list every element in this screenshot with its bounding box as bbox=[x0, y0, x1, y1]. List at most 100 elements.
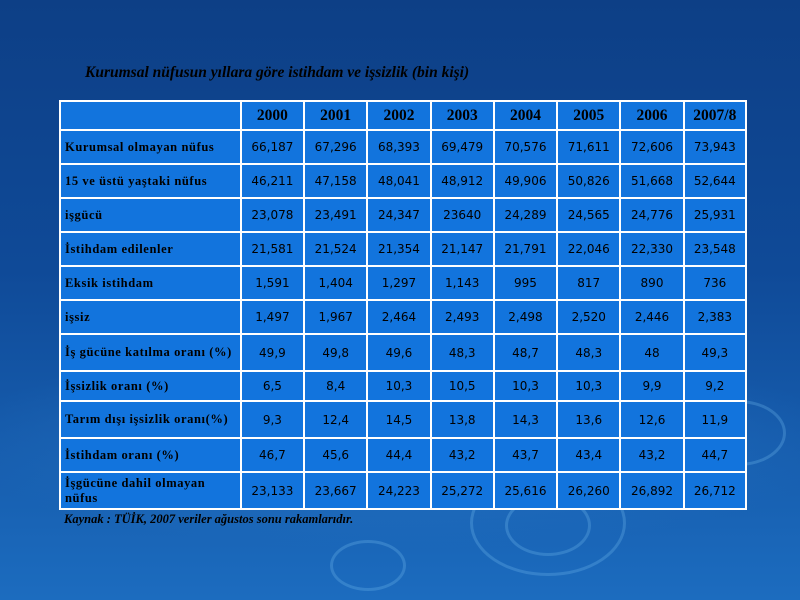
value-cell: 22,046 bbox=[556, 231, 622, 267]
slide-title: Kurumsal nüfusun yıllara göre istihdam v… bbox=[85, 64, 470, 81]
background-ring bbox=[330, 540, 406, 591]
row-label: İşgücüne dahil olmayan nüfus bbox=[59, 471, 242, 510]
value-cell: 1,967 bbox=[303, 299, 369, 335]
value-cell: 43,2 bbox=[619, 437, 685, 473]
row-label: Eksik istihdam bbox=[59, 265, 242, 301]
row-label: işsiz bbox=[59, 299, 242, 335]
value-cell: 10,3 bbox=[366, 370, 432, 402]
value-cell: 21,581 bbox=[239, 231, 306, 267]
value-cell: 2,493 bbox=[429, 299, 495, 335]
value-cell: 49,8 bbox=[303, 333, 369, 372]
table-row: İşgücüne dahil olmayan nüfus 23,133 23,667… bbox=[59, 471, 748, 510]
value-cell: 26,260 bbox=[556, 471, 622, 510]
value-cell: 9,3 bbox=[239, 400, 306, 439]
value-cell: 9,2 bbox=[682, 370, 748, 402]
value-cell: 23,078 bbox=[239, 197, 306, 233]
value-cell: 49,906 bbox=[492, 163, 559, 199]
value-cell: 24,289 bbox=[492, 197, 559, 233]
value-cell: 52,644 bbox=[682, 163, 748, 199]
value-cell: 995 bbox=[492, 265, 559, 301]
value-cell: 21,354 bbox=[366, 231, 432, 267]
value-cell: 1,591 bbox=[239, 265, 306, 301]
value-cell: 24,347 bbox=[366, 197, 432, 233]
value-cell: 48,3 bbox=[556, 333, 622, 372]
value-cell: 48,912 bbox=[429, 163, 495, 199]
source-note: Kaynak : TÜİK, 2007 veriler ağustos sonu… bbox=[64, 512, 354, 526]
header-year-cell: 2000 bbox=[239, 100, 306, 131]
value-cell: 45,6 bbox=[303, 437, 369, 473]
value-cell: 48,3 bbox=[429, 333, 495, 372]
value-cell: 71,611 bbox=[556, 129, 622, 165]
value-cell: 12,4 bbox=[303, 400, 369, 439]
value-cell: 23640 bbox=[429, 197, 495, 233]
value-cell: 10,5 bbox=[429, 370, 495, 402]
header-year-cell: 2007/8 bbox=[682, 100, 748, 131]
value-cell: 70,576 bbox=[492, 129, 559, 165]
value-cell: 1,143 bbox=[429, 265, 495, 301]
value-cell: 43,2 bbox=[429, 437, 495, 473]
value-cell: 2,464 bbox=[366, 299, 432, 335]
value-cell: 6,5 bbox=[239, 370, 306, 402]
value-cell: 12,6 bbox=[619, 400, 685, 439]
value-cell: 1,497 bbox=[239, 299, 306, 335]
value-cell: 26,712 bbox=[682, 471, 748, 510]
value-cell: 13,8 bbox=[429, 400, 495, 439]
value-cell: 69,479 bbox=[429, 129, 495, 165]
value-cell: 21,524 bbox=[303, 231, 369, 267]
value-cell: 9,9 bbox=[619, 370, 685, 402]
value-cell: 11,9 bbox=[682, 400, 748, 439]
value-cell: 24,223 bbox=[366, 471, 432, 510]
value-cell: 24,776 bbox=[619, 197, 685, 233]
value-cell: 817 bbox=[556, 265, 622, 301]
value-cell: 1,404 bbox=[303, 265, 369, 301]
table-row: Eksik istihdam 1,591 1,404 1,297 1,143 995 817… bbox=[59, 265, 748, 301]
value-cell: 67,296 bbox=[303, 129, 369, 165]
value-cell: 1,297 bbox=[366, 265, 432, 301]
value-cell: 72,606 bbox=[619, 129, 685, 165]
value-cell: 25,616 bbox=[492, 471, 559, 510]
row-label: işgücü bbox=[59, 197, 242, 233]
value-cell: 21,791 bbox=[492, 231, 559, 267]
row-label: Tarım dışı işsizlik oranı(%) bbox=[59, 400, 242, 439]
value-cell: 10,3 bbox=[492, 370, 559, 402]
value-cell: 23,548 bbox=[682, 231, 748, 267]
row-label: İşsizlik oranı (%) bbox=[59, 370, 242, 402]
header-year-cell: 2003 bbox=[429, 100, 495, 131]
value-cell: 14,5 bbox=[366, 400, 432, 439]
value-cell: 46,211 bbox=[239, 163, 306, 199]
row-label: Kurumsal olmayan nüfus bbox=[59, 129, 242, 165]
value-cell: 49,3 bbox=[682, 333, 748, 372]
value-cell: 66,187 bbox=[239, 129, 306, 165]
value-cell: 2,498 bbox=[492, 299, 559, 335]
table-row: İstihdam edilenler 21,581 21,524 21,354 21,1… bbox=[59, 231, 748, 267]
value-cell: 68,393 bbox=[366, 129, 432, 165]
value-cell: 48,041 bbox=[366, 163, 432, 199]
table-row: İş gücüne katılma oranı (%) 49,9 49,8 49,6 4… bbox=[59, 333, 748, 372]
value-cell: 23,133 bbox=[239, 471, 306, 510]
value-cell: 51,668 bbox=[619, 163, 685, 199]
value-cell: 49,6 bbox=[366, 333, 432, 372]
header-year-cell: 2002 bbox=[366, 100, 432, 131]
value-cell: 44,4 bbox=[366, 437, 432, 473]
value-cell: 2,446 bbox=[619, 299, 685, 335]
value-cell: 736 bbox=[682, 265, 748, 301]
row-label: İstihdam oranı (%) bbox=[59, 437, 242, 473]
value-cell: 890 bbox=[619, 265, 685, 301]
value-cell: 44,7 bbox=[682, 437, 748, 473]
header-year-cell: 2001 bbox=[303, 100, 369, 131]
table-row: 15 ve üstü yaştaki nüfus 46,211 47,158 48,0… bbox=[59, 163, 748, 199]
value-cell: 48,7 bbox=[492, 333, 559, 372]
value-cell: 73,943 bbox=[682, 129, 748, 165]
value-cell: 48 bbox=[619, 333, 685, 372]
value-cell: 14,3 bbox=[492, 400, 559, 439]
value-cell: 49,9 bbox=[239, 333, 306, 372]
value-cell: 26,892 bbox=[619, 471, 685, 510]
value-cell: 23,491 bbox=[303, 197, 369, 233]
value-cell: 46,7 bbox=[239, 437, 306, 473]
value-cell: 25,272 bbox=[429, 471, 495, 510]
value-cell: 24,565 bbox=[556, 197, 622, 233]
value-cell: 43,4 bbox=[556, 437, 622, 473]
value-cell: 22,330 bbox=[619, 231, 685, 267]
table-row: İstihdam oranı (%) 46,7 45,6 44,4 43,2 43,7 43… bbox=[59, 437, 748, 473]
table-row: Kurumsal olmayan nüfus 66,187 67,296 68,393… bbox=[59, 129, 748, 165]
